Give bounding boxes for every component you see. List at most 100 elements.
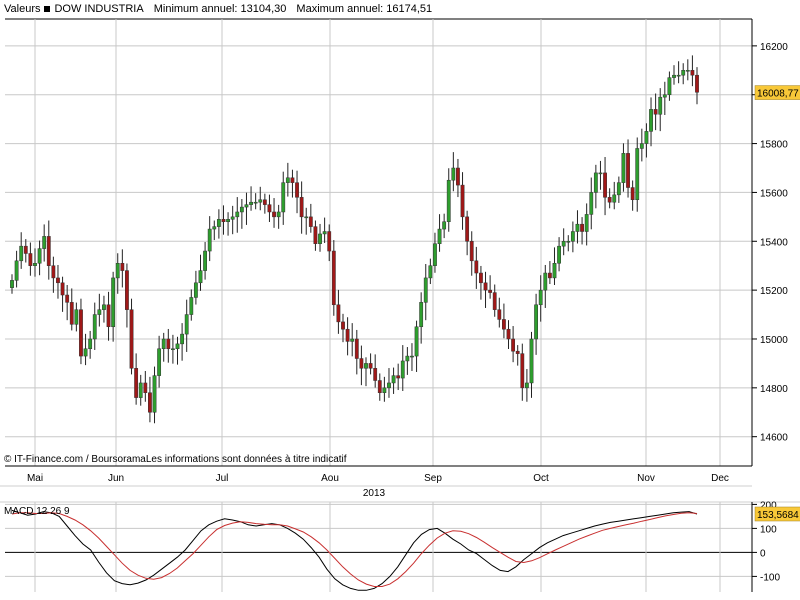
candle-body (166, 338, 171, 350)
candle-body (557, 245, 561, 264)
candle-body (506, 328, 511, 340)
candle-body (299, 197, 304, 218)
price-axis-label: 15200 (760, 286, 788, 297)
candle-body (465, 216, 470, 242)
month-axis-label: Sep (424, 473, 442, 484)
candle-body (79, 309, 83, 357)
candle-body (336, 304, 341, 323)
instrument-name: DOW INDUSTRIA (54, 3, 144, 15)
candle-body (262, 199, 267, 205)
candle-body (120, 263, 125, 271)
candle-body (419, 302, 424, 328)
price-axis-label: 16200 (760, 42, 788, 53)
candle-body (405, 355, 410, 362)
candle-body (492, 292, 497, 310)
candle-body (23, 245, 28, 254)
candle-body (377, 380, 382, 393)
candle-body (189, 297, 194, 315)
candle-body (644, 131, 649, 144)
candle-body (497, 309, 502, 320)
candle-body (511, 338, 516, 352)
candle-body (216, 219, 221, 227)
candle-body (667, 77, 672, 95)
candle-body (488, 289, 493, 293)
month-axis-label: Aou (321, 473, 339, 484)
candle-body (102, 304, 106, 310)
candle-body (161, 338, 166, 350)
candle-body (313, 226, 318, 244)
candle-body (529, 338, 534, 384)
candle-body (350, 338, 355, 342)
candle-body (690, 70, 695, 76)
candle-body (603, 172, 607, 198)
candle-body (129, 309, 134, 369)
candle-body (295, 182, 299, 198)
candle-body (51, 265, 56, 279)
month-axis-label: Mai (27, 473, 43, 484)
candle-body (428, 265, 433, 279)
candle-body (171, 348, 175, 351)
series-label: Valeurs (4, 3, 41, 15)
candle-body (203, 250, 207, 271)
candle-body (304, 216, 309, 219)
macd-last-value-badge (754, 506, 800, 522)
year-axis-label: 2013 (363, 488, 386, 499)
price-axis-label: 15800 (760, 140, 788, 151)
candle-body (552, 263, 557, 279)
candle-body (184, 314, 189, 335)
candle-body (143, 382, 148, 393)
candle-body (520, 353, 525, 389)
candle-body (534, 304, 538, 340)
candle-body (258, 199, 263, 203)
candle-body (598, 172, 603, 175)
source-credit: © IT-Finance.com / BoursoramaLes informa… (4, 454, 347, 465)
candle-body (382, 387, 387, 393)
candle-body (212, 226, 217, 230)
price-axis-label: 14600 (760, 433, 788, 444)
candle-body (580, 223, 584, 232)
candle-body (442, 221, 447, 230)
candle-body (639, 143, 644, 149)
candle-body (515, 350, 520, 354)
candle-body (28, 253, 33, 266)
candle-body (649, 109, 653, 132)
price-axis-label: 15000 (760, 335, 788, 346)
price-axis-label: 15400 (760, 237, 788, 248)
candle-body (221, 219, 226, 222)
candle-body (479, 272, 483, 284)
candle-body (538, 289, 543, 306)
candle-body (483, 282, 488, 291)
candle-body (607, 197, 612, 203)
candle-body (115, 263, 120, 279)
candle-body (253, 201, 258, 204)
candle-body (387, 382, 391, 389)
candle-body (396, 375, 401, 379)
candle-body (547, 272, 552, 279)
candle-body (354, 338, 359, 359)
candle-body (281, 182, 286, 213)
candle-body (341, 321, 345, 330)
candle-body (658, 96, 663, 115)
candle-body (570, 231, 575, 242)
candle-body (630, 187, 635, 201)
candle-body (469, 241, 474, 262)
candle-body (152, 375, 157, 413)
candle-body (502, 319, 506, 330)
candle-body (322, 231, 327, 235)
candle-body (331, 250, 336, 306)
candle-body (584, 214, 589, 232)
candle-body (244, 204, 249, 208)
candle-body (433, 243, 437, 266)
candle-body (74, 309, 79, 325)
candle-body (575, 223, 580, 232)
candle-body (37, 248, 42, 264)
candle-body (230, 216, 235, 220)
macd-axis-label: 0 (760, 548, 766, 559)
candle-body (33, 263, 37, 266)
candle-body (290, 177, 295, 183)
candle-body (148, 392, 152, 413)
candle-body (451, 167, 456, 181)
candle-body (460, 184, 465, 218)
macd-last-value-label: 153,5684 (757, 510, 799, 521)
